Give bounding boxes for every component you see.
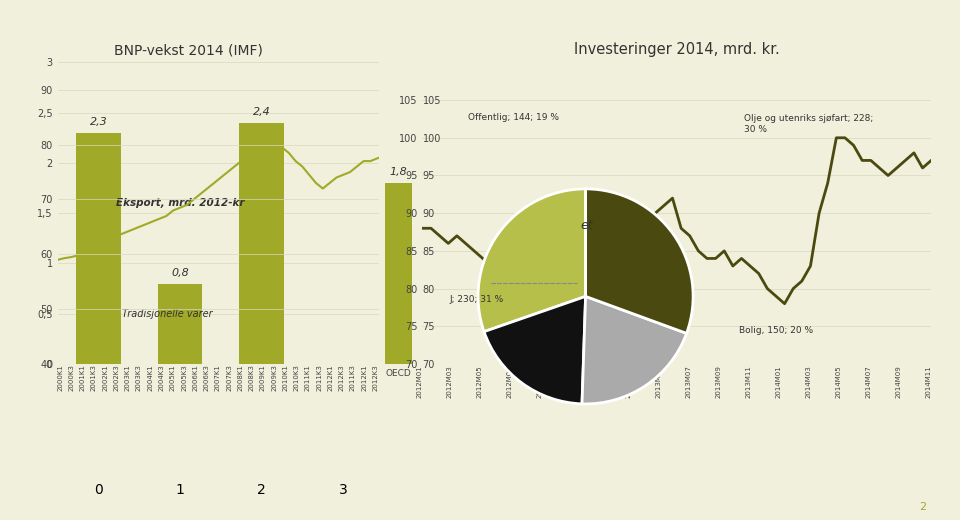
Wedge shape <box>586 189 693 333</box>
Text: 2002K3: 2002K3 <box>113 364 119 391</box>
Text: 1,8: 1,8 <box>390 167 407 177</box>
Text: Olje og utenriks sjøfart; 228;
30 %: Olje og utenriks sjøfart; 228; 30 % <box>744 114 874 134</box>
Text: 2011K3: 2011K3 <box>316 364 323 391</box>
Text: 2009K1: 2009K1 <box>260 364 266 391</box>
Text: 2010K3: 2010K3 <box>294 364 300 391</box>
Text: 0,8: 0,8 <box>171 268 189 278</box>
Wedge shape <box>478 189 586 332</box>
Text: 2006K1: 2006K1 <box>192 364 199 391</box>
Text: 2007K1: 2007K1 <box>215 364 221 391</box>
Text: 2006K3: 2006K3 <box>204 364 209 391</box>
Text: 2005K1: 2005K1 <box>170 364 176 391</box>
Text: 2012K1: 2012K1 <box>361 364 367 391</box>
Text: 2: 2 <box>920 502 926 512</box>
Text: 2001K1: 2001K1 <box>80 364 85 391</box>
Text: 2008K3: 2008K3 <box>249 364 254 391</box>
Wedge shape <box>484 296 586 404</box>
Text: 2011K3: 2011K3 <box>349 364 356 391</box>
Text: J; 230; 31 %: J; 230; 31 % <box>449 295 504 304</box>
Text: 2001K3: 2001K3 <box>91 364 97 391</box>
Text: Tradisjonelle varer: Tradisjonelle varer <box>123 309 213 319</box>
Text: et: et <box>581 219 593 232</box>
Text: 2002K1: 2002K1 <box>103 364 108 391</box>
Text: 2012K3: 2012K3 <box>372 364 378 391</box>
Text: 2012K1: 2012K1 <box>327 364 333 391</box>
Text: Eksport, mrd. 2012-kr: Eksport, mrd. 2012-kr <box>116 198 244 208</box>
Text: 2012K3: 2012K3 <box>339 364 345 391</box>
Title: Investeringer 2014, mrd. kr.: Investeringer 2014, mrd. kr. <box>574 42 780 57</box>
Text: 2011K1: 2011K1 <box>305 364 311 391</box>
Text: 2010K1: 2010K1 <box>282 364 288 391</box>
Text: 2000K1: 2000K1 <box>58 364 63 391</box>
Text: 2,3: 2,3 <box>89 117 108 127</box>
Bar <box>76 133 121 364</box>
Bar <box>385 183 412 364</box>
Text: 2003K3: 2003K3 <box>136 364 142 391</box>
Bar <box>157 283 203 364</box>
Text: 2000K3: 2000K3 <box>68 364 75 391</box>
Bar <box>239 123 284 364</box>
Text: 2004K1: 2004K1 <box>147 364 154 391</box>
Wedge shape <box>582 296 686 404</box>
Text: 2009K3: 2009K3 <box>271 364 277 391</box>
Title: BNP-vekst 2014 (IMF): BNP-vekst 2014 (IMF) <box>113 43 263 57</box>
Text: Offentlig; 144; 19 %: Offentlig; 144; 19 % <box>468 113 560 122</box>
Text: 2008K1: 2008K1 <box>237 364 243 391</box>
Text: 2,4: 2,4 <box>252 107 271 116</box>
Text: Bolig, 150; 20 %: Bolig, 150; 20 % <box>739 326 813 335</box>
Text: 2003K1: 2003K1 <box>125 364 131 391</box>
Text: 2004K3: 2004K3 <box>158 364 164 391</box>
Text: 2007K3: 2007K3 <box>226 364 232 391</box>
Text: 2005K3: 2005K3 <box>181 364 187 391</box>
